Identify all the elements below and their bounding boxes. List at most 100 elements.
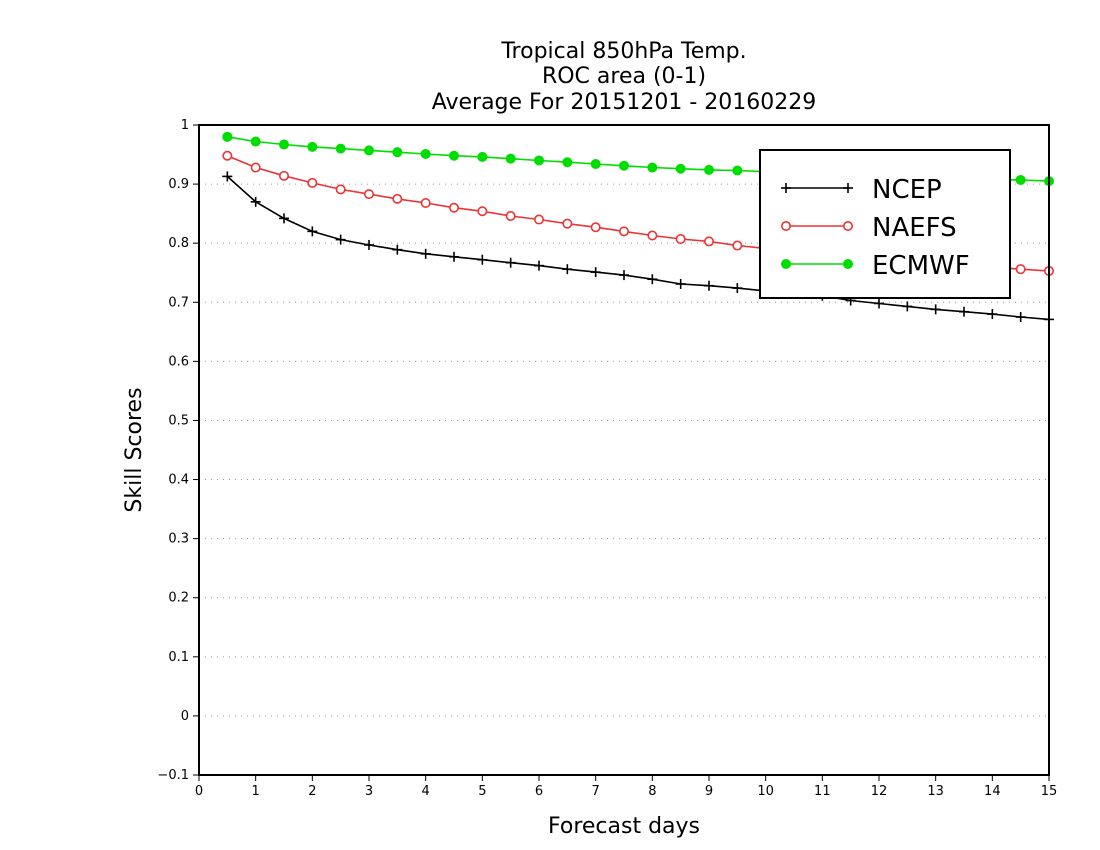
naefs-point <box>420 198 431 209</box>
naefs-point <box>703 236 714 247</box>
naefs-point <box>590 222 601 233</box>
x-tick-label: 5 <box>478 784 486 799</box>
naefs-point <box>618 226 629 237</box>
naefs-point <box>335 184 346 195</box>
y-tick-label: 0.3 <box>168 532 189 547</box>
naefs-point <box>533 214 544 225</box>
title-line-1: Tropical 850hPa Temp. <box>500 39 746 64</box>
title-line-2: ROC area (0-1) <box>542 64 706 89</box>
y-tick-label: 0.2 <box>168 591 189 606</box>
legend-naefs-point <box>842 221 853 232</box>
ecmwf-point <box>647 162 658 173</box>
ncep-point <box>704 280 714 291</box>
naefs-point <box>363 189 374 200</box>
series-ncep <box>222 171 1054 325</box>
naefs-point <box>675 234 686 245</box>
ncep-point <box>449 251 459 262</box>
y-tick-label: 0.7 <box>168 295 189 310</box>
ncep-point <box>647 274 658 285</box>
x-tick-label: 15 <box>1041 784 1058 799</box>
x-tick-label: 7 <box>592 784 600 799</box>
legend-item-naefs: NAEFS <box>780 213 957 243</box>
ecmwf-point <box>364 145 374 156</box>
naefs-point <box>562 218 573 229</box>
ncep-point <box>279 213 289 224</box>
naefs-point <box>392 193 403 204</box>
legend-ecmwf-point <box>781 259 791 269</box>
x-tick-label: 1 <box>252 784 260 799</box>
legend-ncep-point <box>781 183 791 193</box>
ncep-point <box>505 257 516 268</box>
plot-frame <box>198 124 1050 776</box>
ncep-point <box>420 248 431 259</box>
y-axis-label: Skill Scores <box>122 387 147 512</box>
ncep-point <box>874 298 884 309</box>
ncep-point <box>222 171 233 182</box>
ecmwf-point <box>222 131 233 142</box>
ecmwf-point <box>420 148 431 159</box>
legend-ecmwf-point <box>843 259 853 269</box>
legend-ncep-point <box>843 183 853 193</box>
ncep-point <box>392 244 403 255</box>
x-tick-label: 2 <box>308 784 316 799</box>
ecmwf-point <box>477 151 488 162</box>
x-tick-label: 14 <box>984 784 1001 799</box>
legend-item-ncep: NCEP <box>781 175 942 205</box>
legend-naefs-point <box>780 221 791 232</box>
naefs-point <box>1015 264 1026 275</box>
x-tick-label: 11 <box>814 784 831 799</box>
ecmwf-point <box>449 150 459 161</box>
y-tick-label: 0.5 <box>168 413 189 428</box>
ncep-point <box>732 283 743 294</box>
ecmwf-point <box>534 155 544 166</box>
ncep-point <box>619 270 629 281</box>
ecmwf-point <box>704 164 714 175</box>
ecmwf-point <box>732 165 743 176</box>
ecmwf-point <box>675 163 686 174</box>
legend-item-ecmwf: ECMWF <box>781 251 970 281</box>
ecmwf-point <box>505 153 516 164</box>
x-tick-label: 4 <box>422 784 430 799</box>
ncep-point <box>335 234 346 245</box>
x-tick-label: 10 <box>757 784 774 799</box>
naefs-point <box>278 170 289 181</box>
ncep-point <box>307 226 318 237</box>
y-tick-label: 0.8 <box>168 236 189 251</box>
legend-label: NCEP <box>872 175 942 205</box>
y-tick-label: 0.1 <box>168 650 189 665</box>
y-tick-label: 1 <box>181 118 189 133</box>
ncep-point <box>562 264 573 275</box>
y-tick-label: −0.1 <box>157 768 189 783</box>
ecmwf-point <box>590 159 601 169</box>
ncep-point <box>959 306 969 317</box>
ecmwf-point <box>619 160 629 171</box>
legend-label: NAEFS <box>872 213 957 243</box>
ecmwf-point <box>335 143 346 154</box>
title-line-3: Average For 20151201 - 20160229 <box>432 90 817 115</box>
x-tick-label: 0 <box>195 784 203 799</box>
naefs-point <box>477 206 488 217</box>
y-tick-label: 0 <box>181 709 189 724</box>
ecmwf-point <box>279 139 289 150</box>
naefs-point <box>222 150 233 161</box>
ncep-point <box>930 304 941 315</box>
ecmwf-point <box>250 136 261 147</box>
ncep-point <box>987 309 998 320</box>
naefs-point <box>732 240 743 251</box>
y-tick-label: 0.4 <box>168 473 189 488</box>
naefs-point <box>505 211 516 222</box>
legend-label: ECMWF <box>872 251 970 281</box>
ncep-point <box>534 260 544 271</box>
x-tick-label: 9 <box>705 784 713 799</box>
chart-title: Tropical 850hPa Temp. ROC area (0-1) Ave… <box>432 39 817 115</box>
ncep-point <box>590 267 601 278</box>
x-tick-label: 8 <box>648 784 656 799</box>
x-axis-label: Forecast days <box>548 814 700 839</box>
legend: NCEP NAEFS ECMWF <box>759 149 1011 299</box>
naefs-point <box>250 162 261 173</box>
ecmwf-point <box>1015 174 1026 185</box>
ncep-point <box>364 239 374 250</box>
ecmwf-point <box>392 147 403 158</box>
ncep-point <box>902 301 913 312</box>
